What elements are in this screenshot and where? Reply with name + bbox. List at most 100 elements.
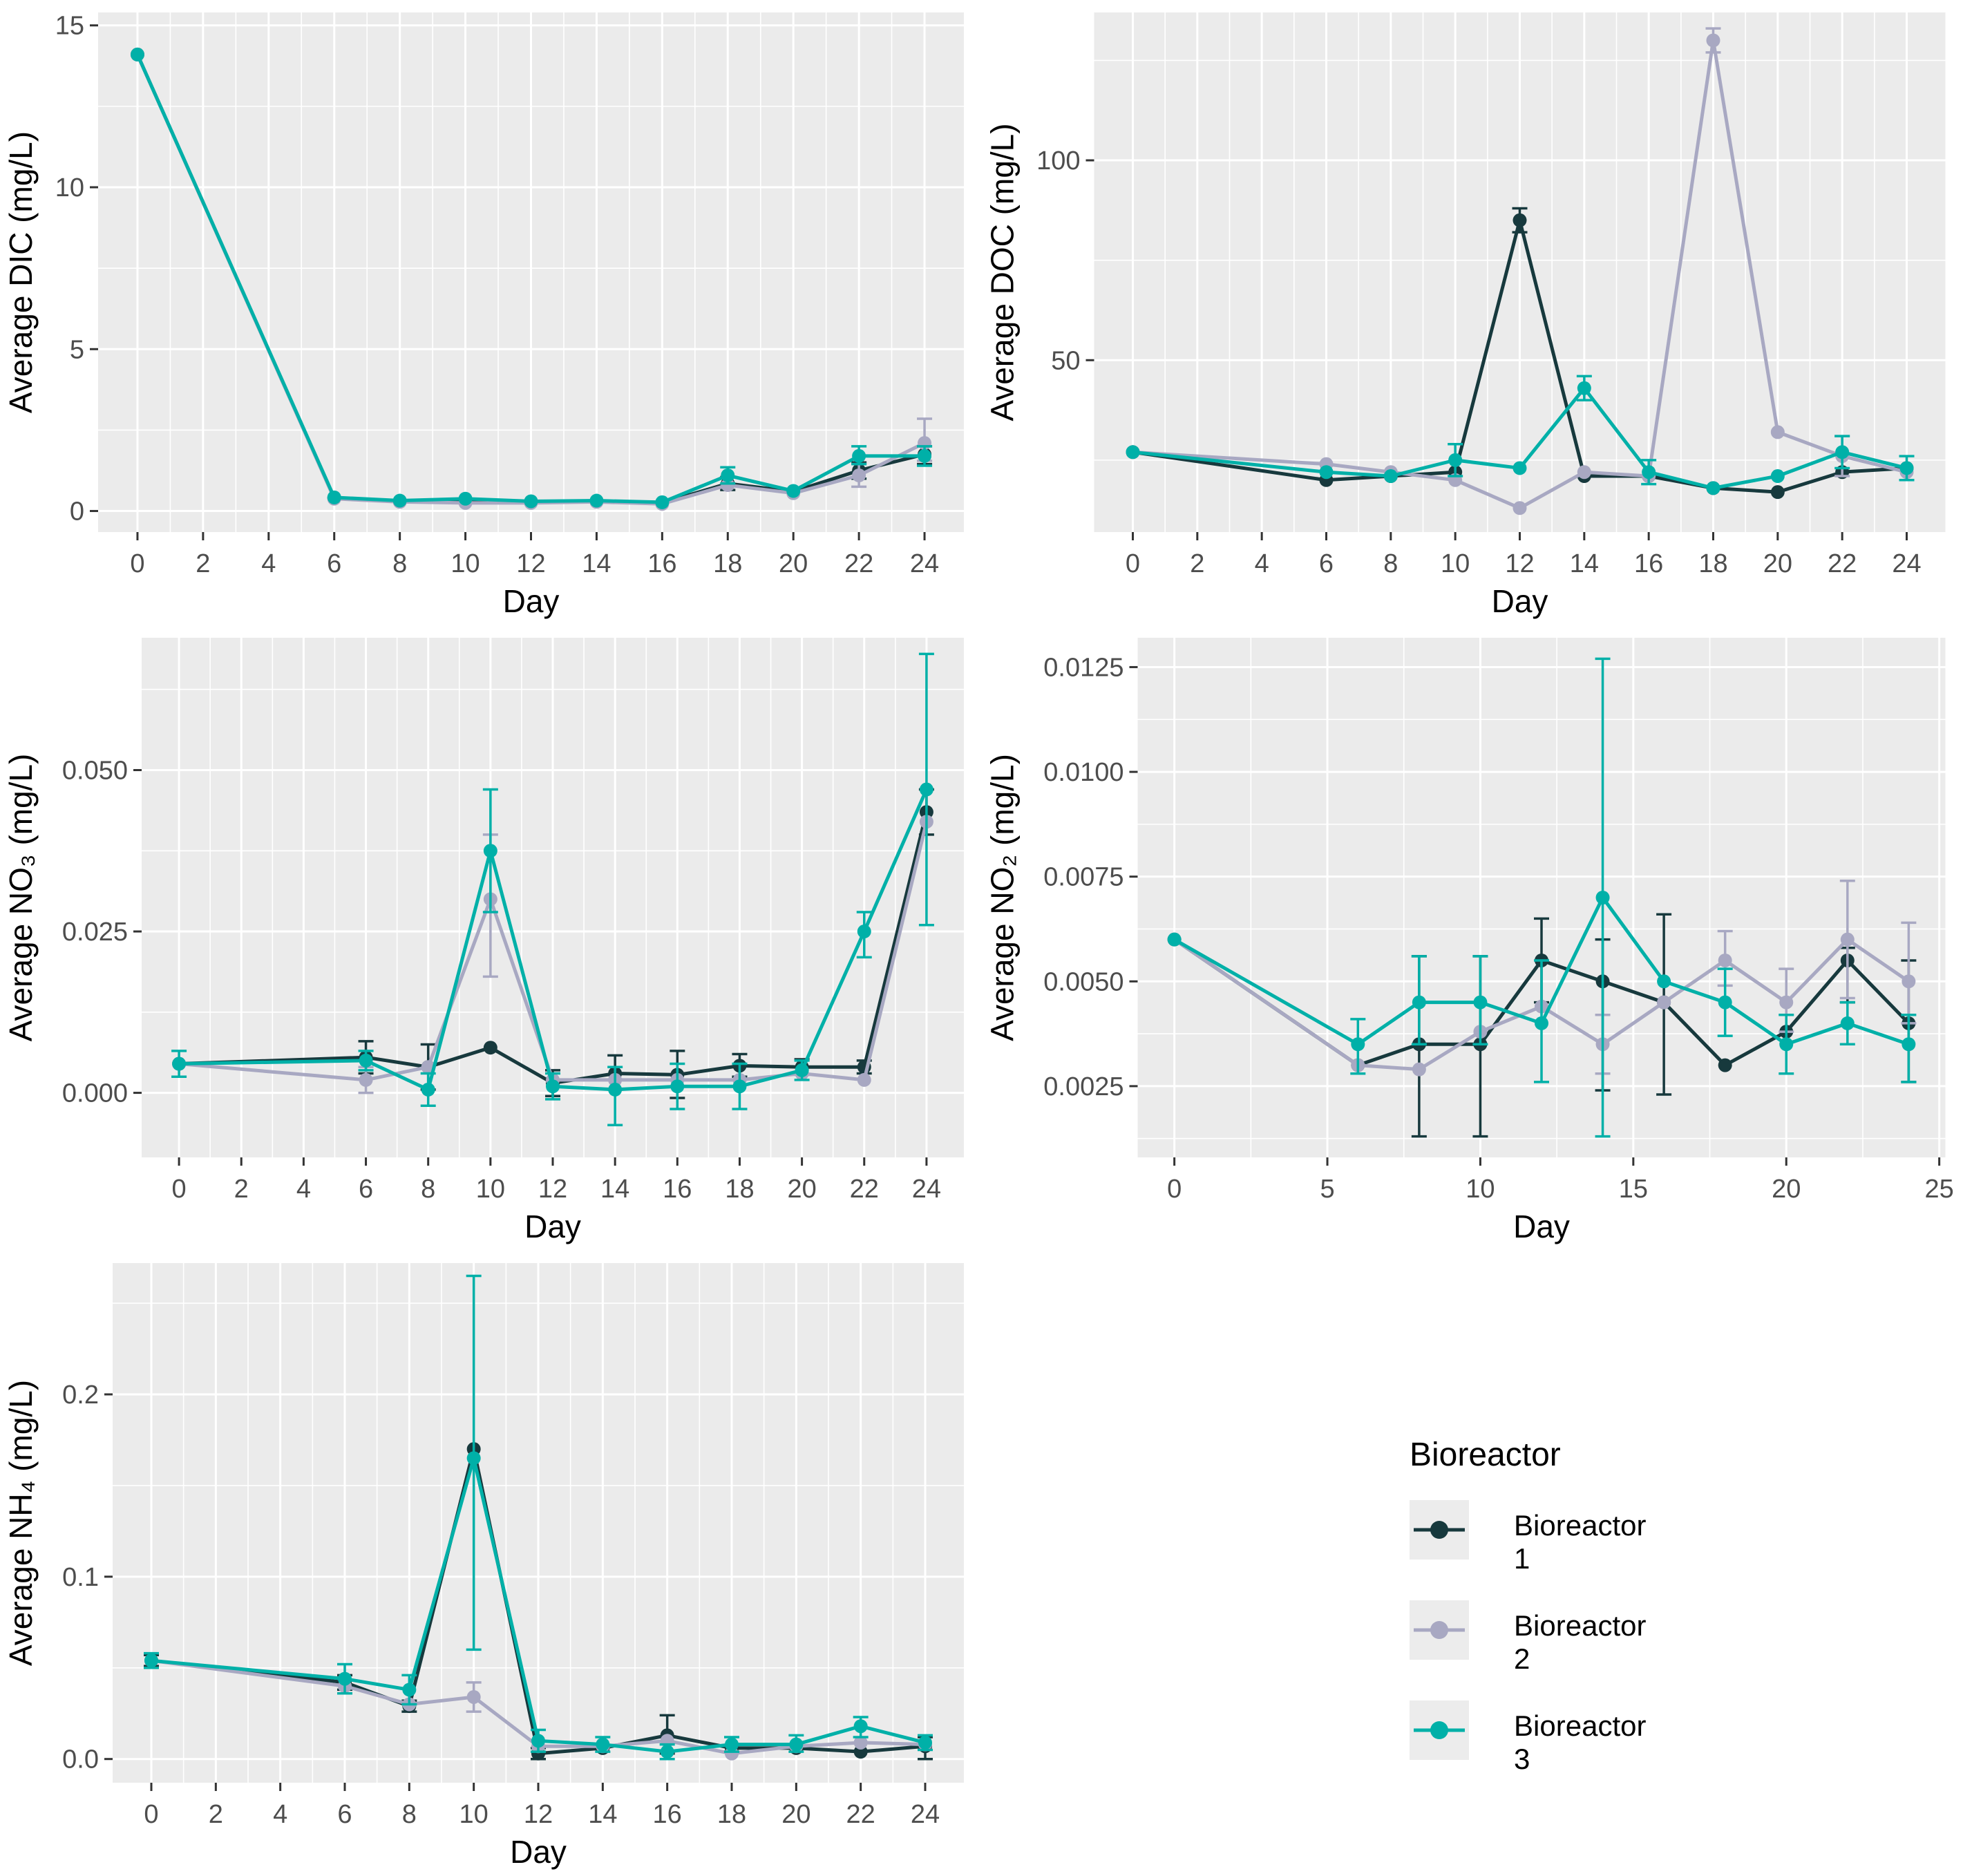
data-point [608,1082,623,1097]
data-point [483,844,497,858]
data-point [1319,465,1334,480]
data-point [857,1072,871,1087]
y-tick-label: 0.0075 [1043,863,1123,892]
x-tick-label: 10 [476,1175,505,1204]
y-axis-title: Average NO₃ (mg/L) [3,754,39,1042]
data-point [919,782,933,797]
x-axis-title: Day [1492,583,1548,619]
x-tick-label: 12 [1505,549,1534,578]
x-tick-label: 0 [144,1800,158,1829]
x-tick-label: 8 [1383,549,1398,578]
data-point [853,1719,868,1734]
data-point [1595,891,1610,904]
x-tick-label: 0 [130,549,144,578]
data-point [786,484,801,498]
data-point [546,1079,560,1094]
data-point [144,1654,158,1668]
data-point [725,1737,739,1752]
x-tick-label: 24 [912,1175,941,1204]
data-point [852,448,866,463]
x-tick-label: 2 [1190,549,1204,578]
x-tick-label: 4 [261,549,276,578]
x-tick-label: 16 [663,1175,692,1204]
legend: Bioreactor Bioreactor 1 Bioreactor 2 Biore… [1410,1436,1646,1801]
data-point [1770,485,1785,500]
data-point [1412,995,1426,1010]
x-tick-label: 0 [172,1175,187,1204]
x-tick-label: 10 [451,549,480,578]
x-tick-label: 12 [524,1800,553,1829]
data-point [1577,381,1591,395]
x-tick-label: 6 [337,1800,352,1829]
x-tick-label: 20 [1763,549,1792,578]
data-point [1779,1037,1794,1052]
x-tick-label: 8 [392,549,407,578]
data-point [392,493,407,508]
x-tick-label: 22 [844,549,873,578]
chart-no2-panel: 0 5 10 15 20 25 0.0025 0.0050 0.0075 0.0100 0.0125… [981,625,1963,1251]
x-tick-label: 20 [781,1800,810,1829]
data-point [421,1082,435,1097]
x-axis-title: Day [510,1834,567,1870]
data-point [1126,445,1140,459]
y-axis-title: Average NO₂ (mg/L) [985,754,1021,1041]
chart-nh4: 0 2 4 6 8 10 12 14 16 18 20 22 240.00.10.2DayAverage… [3,1263,964,1870]
data-point [853,1735,868,1750]
y-tick-label: 10 [55,173,84,202]
data-point [1642,465,1656,480]
data-point [596,1737,610,1752]
chart-dic-panel: 0 2 4 6 8 10 12 14 16 18 20 22 24 0 5 10 15 Day Average DI… [0,0,981,625]
axes: 0 2 4 6 8 10 12 14 16 18 20 22 240.00.10.2 [62,1381,940,1829]
data-point [1412,1062,1426,1077]
y-tick-label: 0.0100 [1043,758,1123,787]
chart-no3-panel: 0 2 4 6 8 10 12 14 16 18 20 22 24 0.000 0.025 0.050 Day A… [0,625,981,1251]
x-tick-label: 14 [588,1800,617,1829]
x-tick-label: 12 [516,549,545,578]
data-point [1835,445,1850,459]
y-tick-label: 0.1 [62,1563,99,1592]
x-tick-label: 6 [1319,549,1334,578]
data-point [1657,995,1671,1010]
data-point [458,491,473,506]
x-tick-label: 22 [1828,549,1857,578]
x-tick-label: 25 [1925,1175,1954,1204]
data-point [466,1689,481,1704]
x-tick-label: 10 [459,1800,489,1829]
data-point [1512,461,1527,475]
axes: 0 5 10 15 20 25 0.0025 0.0050 0.0075 0.0100 0.0125 [1043,653,1954,1204]
y-tick-label: 15 [55,12,84,41]
data-point [402,1683,417,1697]
data-point [1448,453,1463,467]
chart-doc-panel: 0 2 4 6 8 10 12 14 16 18 20 22 24 50 100 Day Average DOC… [981,0,1963,625]
legend-key-icon [1410,1600,1469,1660]
legend-entries: Bioreactor 1 Bioreactor 2 Bioreactor 3 [1410,1500,1646,1784]
data-point [1770,469,1785,484]
y-tick-label: 0.0 [62,1745,99,1774]
data-point [338,1671,352,1686]
y-axis-title: Average DIC (mg/L) [3,131,39,413]
x-tick-label: 2 [209,1800,223,1829]
data-point [1706,481,1720,495]
x-tick-label: 8 [421,1175,435,1204]
data-point [1840,1016,1855,1030]
x-tick-label: 0 [1167,1175,1182,1204]
x-tick-label: 6 [327,549,341,578]
y-tick-label: 5 [70,335,84,364]
data-point [1770,425,1785,439]
x-axis-title: Day [524,1209,581,1244]
x-tick-label: 16 [1634,549,1663,578]
x-tick-label: 15 [1619,1175,1648,1204]
x-tick-label: 16 [647,549,676,578]
x-tick-label: 24 [910,549,939,578]
x-tick-label: 12 [538,1175,567,1204]
legend-entry-3: Bioreactor 3 [1410,1700,1646,1784]
legend-title: Bioreactor [1410,1437,1561,1473]
x-tick-label: 18 [725,1175,754,1204]
x-tick-label: 24 [911,1800,940,1829]
data-point [1383,469,1398,484]
chart-no3: 0 2 4 6 8 10 12 14 16 18 20 22 240.0000.0250.050DayA… [3,638,964,1244]
